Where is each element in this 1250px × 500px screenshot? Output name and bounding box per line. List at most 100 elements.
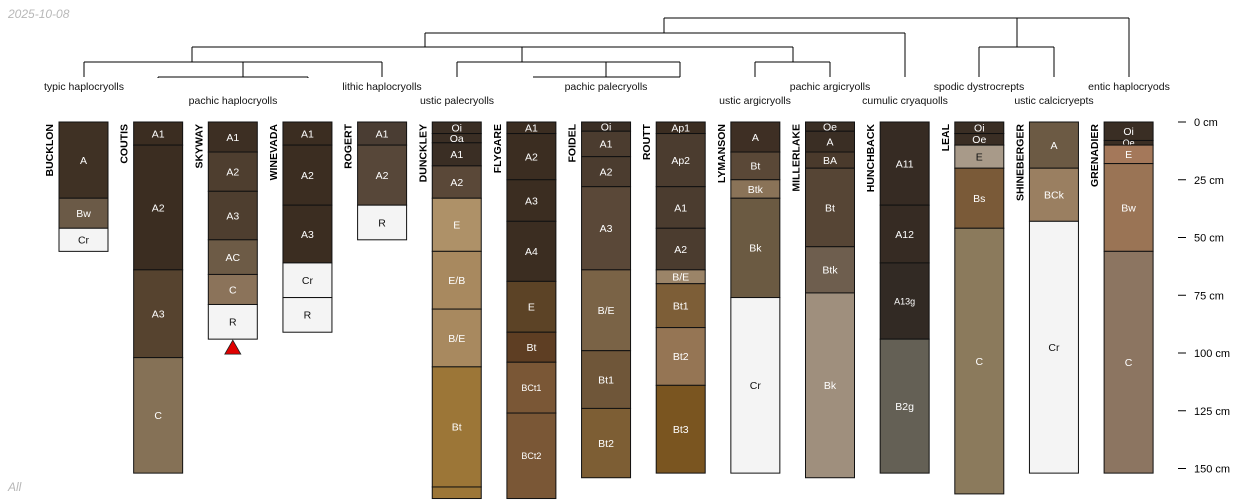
horizon-rect	[207, 190, 258, 241]
horizon-rect	[58, 121, 109, 199]
horizon-rect	[581, 156, 632, 188]
horizon-label: Btk	[822, 265, 838, 277]
profile-name: WINEVADA	[268, 124, 280, 181]
depth-tick-label: 100 cm	[1194, 348, 1230, 360]
depth-tick-label: 150 cm	[1194, 464, 1230, 476]
profile-foidel: Oi A1 A2 A3 B/E Bt1 Bt2 FOIDEL	[567, 121, 632, 479]
horizon-label: Ap1	[671, 123, 690, 135]
horizon-label: R	[378, 217, 386, 229]
profile-hunchback: A11 A12 A13g B2g HUNCHBACK	[865, 121, 930, 474]
horizon-rect	[431, 165, 482, 199]
horizon-label: A2	[674, 244, 687, 256]
taxon-label: lithic haplocryolls	[342, 81, 421, 93]
horizon-rect	[506, 412, 557, 500]
horizon-label: B/E	[448, 333, 465, 345]
profile-name: DUNCKLEY	[417, 124, 429, 182]
taxon-label: pachic palecryolls	[565, 81, 648, 93]
horizon-label: A	[752, 132, 759, 144]
horizon-label: A2	[301, 170, 314, 182]
profile-coutis: A1 A2 A3 C COUTIS	[119, 121, 184, 474]
horizon-label: Bs	[973, 193, 985, 205]
profile-routt: Ap1 Ap2 A1 A2 B/E Bt1 Bt2 Bt3 ROUTT	[641, 121, 706, 474]
horizon-label: A1	[674, 202, 687, 214]
horizon-rect	[1028, 167, 1079, 222]
horizon-rect	[357, 204, 408, 241]
horizon-rect	[805, 246, 855, 294]
profile-millerlake: Oe A BA Bt Btk Bk MILLERLAKE	[791, 121, 855, 479]
horizon-label: Oi	[1123, 126, 1134, 138]
profile-skyway: A1 A2 A3 AC C R SKYWAY	[193, 121, 258, 355]
horizon-label: Btk	[748, 184, 764, 196]
bedrock-marker-icon	[224, 339, 242, 355]
horizon-label: Bt	[750, 161, 760, 173]
horizon-label: A2	[376, 170, 389, 182]
horizon-label: C	[976, 356, 984, 368]
horizon-rect	[581, 407, 632, 479]
horizon-label: A3	[600, 223, 613, 235]
horizon-label: Bt3	[673, 424, 689, 436]
profile-flygare: A1 A2 A3 A4 E Bt BCt1 BCt2 FLYGARE	[492, 121, 557, 500]
date-stamp: 2025-10-08	[8, 7, 70, 21]
depth-tick-label: 0 cm	[1194, 117, 1218, 129]
horizon-label: E	[1125, 149, 1132, 161]
horizon-label: Bk	[824, 380, 837, 392]
horizon-label: A1	[600, 139, 613, 151]
dendrogram	[83, 17, 1130, 78]
profile-name: ROGERT	[343, 123, 355, 169]
horizon-rect	[730, 297, 781, 474]
horizon-rect	[805, 292, 855, 479]
profile-name: BUCKLON	[44, 124, 56, 177]
horizon-label: A	[1050, 140, 1057, 152]
horizon-rect	[207, 121, 258, 153]
horizon-rect	[506, 179, 557, 222]
horizon-label: A3	[525, 195, 538, 207]
horizon-rect	[879, 121, 930, 206]
taxon-label: cumulic cryaquolls	[862, 95, 948, 107]
depth-tick-label: 75 cm	[1194, 290, 1224, 302]
horizon-label: Oi	[974, 123, 985, 135]
horizon-rect	[655, 384, 706, 474]
horizon-label: BCt1	[521, 383, 541, 393]
depth-axis: 0 cm 25 cm 50 cm 75 cm 100 cm 125 cm 150 cm	[1178, 117, 1230, 476]
horizon-label: C	[1125, 357, 1133, 369]
horizon-label: Ap2	[671, 155, 690, 167]
profile-name: LEAL	[940, 123, 952, 151]
horizon-label: Bt2	[598, 438, 614, 450]
horizon-label: A2	[226, 166, 239, 178]
horizon-label: A1	[376, 128, 389, 140]
profile-name: FOIDEL	[567, 123, 579, 162]
horizon-rect	[954, 227, 1005, 495]
horizon-rect	[805, 167, 855, 248]
horizon-rect	[581, 186, 632, 271]
taxon-label: typic haplocryolls	[44, 81, 124, 93]
horizon-label: BA	[823, 155, 837, 167]
horizon-label: E	[528, 302, 535, 314]
horizon-label: AC	[226, 252, 241, 264]
horizon-rect	[655, 227, 706, 271]
horizon-rect	[133, 269, 184, 359]
horizon-label: A2	[450, 177, 463, 189]
profile-shineberger: A BCk Cr SHINEBERGER	[1014, 121, 1079, 474]
horizon-label: B/E	[598, 305, 615, 317]
horizon-label: Oe	[1123, 138, 1135, 148]
horizon-label: R	[229, 317, 237, 329]
depth-tick-label: 50 cm	[1194, 233, 1224, 245]
horizon-label: Oa	[450, 133, 464, 145]
profile-lymanson: A Bt Btk Bk Cr LYMANSON	[716, 121, 781, 474]
horizon-label: Cr	[1048, 342, 1060, 354]
horizon-label: E	[453, 220, 460, 232]
horizon-label: Oi	[452, 123, 463, 135]
taxon-label: spodic dystrocrepts	[934, 81, 1024, 93]
profile-name: LYMANSON	[716, 124, 728, 183]
horizon-rect	[282, 204, 333, 264]
profile-name: FLYGARE	[492, 124, 504, 173]
horizon-label: Oi	[601, 121, 612, 133]
horizon-label: Bk	[749, 243, 762, 255]
horizon-rect	[282, 297, 333, 333]
horizon-rect	[207, 239, 258, 275]
horizon-rect	[879, 338, 930, 474]
horizon-rect	[1028, 220, 1079, 474]
horizon-label: Oe	[823, 121, 837, 133]
